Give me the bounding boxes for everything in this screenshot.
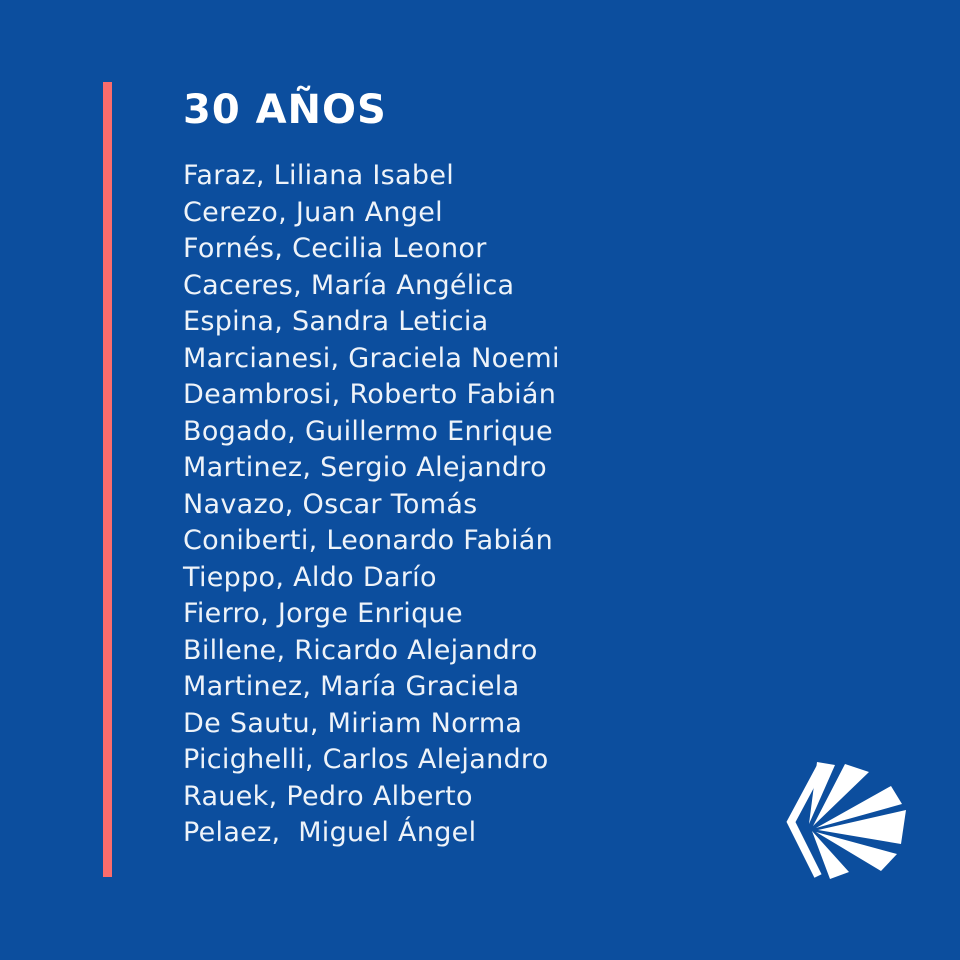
list-item: Cerezo, Juan Angel (183, 196, 443, 228)
names-list: Faraz, Liliana Isabel Cerezo, Juan Angel… (183, 158, 803, 852)
list-item: Pelaez, Miguel Ángel (183, 817, 477, 848)
list-item: Faraz, Liliana Isabel (183, 160, 455, 191)
list-item: Picighelli, Carlos Alejandro (183, 744, 549, 775)
accent-bar (103, 82, 112, 877)
list-item: Fierro, Jorge Enrique (183, 598, 463, 629)
list-item: De Sautu, Miriam Norma (183, 707, 523, 739)
list-item: Deambrosi, Roberto Fabián (183, 379, 557, 410)
list-item: Martinez, Sergio Alejandro (183, 452, 547, 483)
anniversary-section: 30 AÑOS Faraz, Liliana Isabel Cerezo, Ju… (183, 86, 803, 852)
list-item: Fornés, Cecilia Leonor (183, 233, 487, 264)
list-item: Coniberti, Leonardo Fabián (183, 525, 554, 556)
list-item: Billene, Ricardo Alejandro (183, 634, 538, 666)
list-item: Caceres, María Angélica (183, 269, 515, 301)
fan-shell-logo-icon (786, 762, 906, 879)
list-item: Bogado, Guillermo Enrique (183, 415, 553, 447)
list-item: Rauek, Pedro Alberto (183, 780, 473, 812)
page-title: 30 AÑOS (183, 87, 387, 133)
list-item: Tieppo, Aldo Darío (183, 561, 437, 593)
list-item: Martinez, María Graciela (183, 671, 520, 702)
list-item: Espina, Sandra Leticia (183, 306, 489, 337)
list-item: Marcianesi, Graciela Noemi (183, 342, 560, 374)
list-item: Navazo, Oscar Tomás (183, 488, 478, 520)
